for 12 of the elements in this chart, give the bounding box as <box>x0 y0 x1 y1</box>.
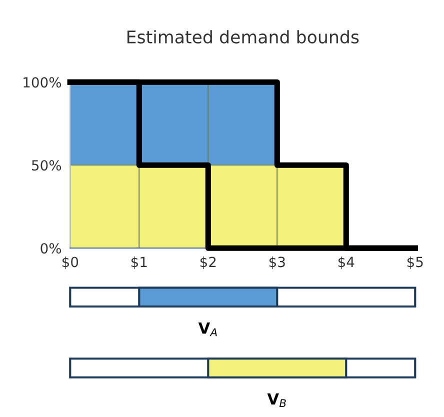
x-tick-label: $4 <box>338 256 354 270</box>
x-tick-label: $2 <box>200 256 216 270</box>
y-tick-label: 100% <box>24 77 62 88</box>
x-tick-label: $5 <box>407 256 423 270</box>
x-tick-label: $3 <box>269 256 285 270</box>
chart-title: Estimated demand bounds <box>127 30 359 44</box>
text: V$_{A}$ <box>198 322 217 336</box>
x-tick-label: $1 <box>131 256 147 270</box>
x-tick-label: $0 <box>62 256 78 270</box>
text: V$_{B}$ <box>267 393 286 408</box>
y-tick-label: 0% <box>40 243 62 254</box>
y-tick-label: 50% <box>32 160 62 171</box>
